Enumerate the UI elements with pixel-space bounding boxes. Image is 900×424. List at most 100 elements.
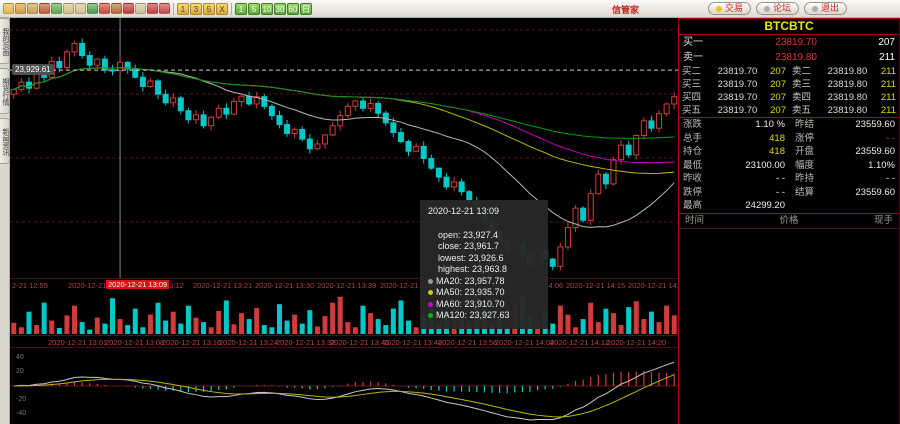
order-book-price: 23819.70 bbox=[775, 37, 817, 48]
bid-label: 买二 bbox=[682, 66, 702, 77]
stat-label: 昨收 bbox=[683, 173, 703, 184]
period-button-3[interactable]: 3 bbox=[190, 2, 202, 15]
time-axis-label: 2020-12-21 13:48 bbox=[380, 281, 440, 290]
time-axis-label: 2020-12-21 13:16 bbox=[162, 338, 222, 347]
ask-label: 卖四 bbox=[791, 92, 811, 103]
tab-论坛[interactable]: 论坛 bbox=[756, 2, 800, 15]
ask-price: 23819.80 bbox=[827, 105, 868, 116]
period-button-1[interactable]: 1 bbox=[235, 2, 247, 15]
tab-label: 交易 bbox=[725, 3, 744, 13]
volume-chart-svg[interactable] bbox=[10, 291, 678, 335]
ask-label: 卖三 bbox=[791, 79, 811, 90]
ma60-dot-icon bbox=[428, 301, 433, 307]
toolbar-icon-group: 1 3 5 X 1 5 10 30 60 日 bbox=[3, 2, 312, 15]
ask-1-row[interactable]: 卖一 23819.80 211 bbox=[679, 50, 899, 65]
period-button-5[interactable]: 5 bbox=[248, 2, 260, 15]
ask-label: 卖五 bbox=[791, 105, 811, 116]
tooltip-lowest: lowest: 23,926.6 bbox=[438, 252, 504, 263]
stat-label: 持仓 bbox=[683, 146, 703, 157]
zoom-in-icon[interactable] bbox=[75, 3, 86, 14]
stat-value: - - bbox=[886, 173, 895, 184]
tooltip-ma-text: MA60: 23,910.70 bbox=[436, 298, 505, 309]
crosshair-price-tag: 23,929.61 bbox=[12, 64, 54, 75]
home-icon[interactable] bbox=[15, 3, 26, 14]
price-chart-svg[interactable] bbox=[10, 18, 678, 278]
notebook-icon[interactable] bbox=[27, 3, 38, 14]
sidebar-tab-1[interactable]: 期货行情 bbox=[0, 68, 10, 114]
zoom-out-icon[interactable] bbox=[63, 3, 74, 14]
depth-row-4[interactable]: 买四 23819.70 207 卖四 23819.80 211 bbox=[679, 91, 899, 104]
ask-qty: 211 bbox=[880, 105, 896, 116]
depth-row-3[interactable]: 买三 23819.70 207 卖三 23819.80 211 bbox=[679, 78, 899, 91]
tab-label: 退出 bbox=[821, 3, 840, 13]
toolbar-separator bbox=[173, 2, 174, 15]
time-axis-label: 2-21 12:55 bbox=[12, 281, 48, 290]
bid-1-row[interactable]: 买一 23819.70 207 bbox=[679, 35, 899, 50]
quote-panel: BTCBTC 买一 23819.70 207 卖一 23819.80 211 买二 23819… bbox=[678, 18, 900, 424]
ask-qty: 211 bbox=[880, 79, 896, 90]
period-button-X[interactable]: X bbox=[216, 2, 228, 15]
tooltip-ma-text: MA20: 23,957.78 bbox=[436, 275, 505, 286]
sidebar-tab-0[interactable]: 我的页面 bbox=[0, 18, 10, 64]
ask-label: 卖二 bbox=[791, 66, 811, 77]
stat-value: 23559.60 bbox=[855, 186, 895, 198]
stat-row: 最高 24299.20 bbox=[679, 199, 899, 213]
period-button-5[interactable]: 5 bbox=[203, 2, 215, 15]
stat-row: 最低 23100.00 幅度 1.10% bbox=[679, 159, 899, 173]
open-folder-icon[interactable] bbox=[3, 3, 14, 14]
funnel-icon[interactable] bbox=[123, 3, 134, 14]
tooltip-ohlc-rows: open: 23,927.4 close: 23,961.7 lowest: 23,… bbox=[428, 230, 540, 276]
pencil-icon[interactable] bbox=[99, 3, 110, 14]
order-book-label: 卖一 bbox=[683, 52, 703, 63]
tooltip-ma-text: MA50: 23,935.70 bbox=[436, 287, 505, 297]
ask-price: 23819.80 bbox=[827, 66, 868, 77]
depth-row-2[interactable]: 买二 23819.70 207 卖二 23819.80 211 bbox=[679, 65, 899, 78]
period-button-60[interactable]: 60 bbox=[287, 2, 299, 15]
stat-row: 跌停 - - 结算 23559.60 bbox=[679, 186, 899, 200]
stat-label: 涨停 bbox=[795, 132, 815, 144]
brush-icon[interactable] bbox=[111, 3, 122, 14]
stat-value: 1.10 % bbox=[755, 119, 785, 130]
period-button-1[interactable]: 1 bbox=[177, 2, 189, 15]
time-axis-label: 2020-12-21 13:39 bbox=[317, 281, 377, 290]
stat-value: 23559.60 bbox=[855, 146, 895, 157]
period-button-30[interactable]: 30 bbox=[274, 2, 286, 15]
tooltip-ma-rows: MA20: 23,957.78 MA50: 23,935.70 MA60: 23,9… bbox=[428, 276, 540, 322]
period-button-日[interactable]: 日 bbox=[300, 2, 312, 15]
order-book-qty: 207 bbox=[878, 37, 895, 48]
macd-chart-svg[interactable] bbox=[10, 348, 678, 424]
macd-axis-label: 40 bbox=[16, 354, 24, 361]
ma20-dot-icon bbox=[428, 278, 433, 284]
tooltip-ma50: MA50: 23,935.70 bbox=[428, 287, 540, 299]
symbol-title: BTCBTC bbox=[679, 19, 899, 35]
time-axis-label: 2020-12-21 13:30 bbox=[255, 281, 315, 290]
macd-axis-label: 20 bbox=[16, 368, 24, 375]
tab-交易[interactable]: 交易 bbox=[708, 2, 752, 15]
period-button-10[interactable]: 10 bbox=[261, 2, 273, 15]
time-axis-label: 2020-12-21 14:04 bbox=[495, 338, 555, 347]
stat-label: 昨持 bbox=[795, 173, 815, 184]
time-axis-label: 2020-12-21 14:24 bbox=[628, 281, 688, 290]
tab-label: 论坛 bbox=[773, 3, 792, 13]
refresh-icon[interactable] bbox=[51, 3, 62, 14]
stat-value: - - bbox=[776, 186, 785, 198]
left-sidebar: 我的页面期货行情新闻资讯 bbox=[0, 18, 10, 424]
trendline-icon[interactable] bbox=[147, 3, 158, 14]
bar-chart-icon[interactable] bbox=[159, 3, 170, 14]
blocks-icon[interactable] bbox=[87, 3, 98, 14]
stat-value bbox=[827, 199, 895, 213]
ohlc-tooltip: 2020-12-21 13:09 open: 23,927.4 close: 23… bbox=[420, 200, 548, 329]
toolbar-separator bbox=[231, 2, 232, 15]
sidebar-tab-2[interactable]: 新闻资讯 bbox=[0, 118, 10, 164]
depth-row-5[interactable]: 买五 23819.70 207 卖五 23819.80 211 bbox=[679, 104, 899, 117]
tab-退出[interactable]: 退出 bbox=[804, 2, 848, 15]
calculator-icon[interactable] bbox=[135, 3, 146, 14]
time-axis-label: 2020-12-21 13:01 bbox=[48, 338, 108, 347]
stat-label: 最低 bbox=[683, 159, 703, 171]
tooltip-ma120: MA120: 23,927.63 bbox=[428, 310, 540, 322]
stat-label bbox=[795, 199, 827, 213]
stat-value: 418 bbox=[769, 146, 785, 157]
lightning-icon bbox=[716, 5, 722, 12]
wallet-icon[interactable] bbox=[39, 3, 50, 14]
